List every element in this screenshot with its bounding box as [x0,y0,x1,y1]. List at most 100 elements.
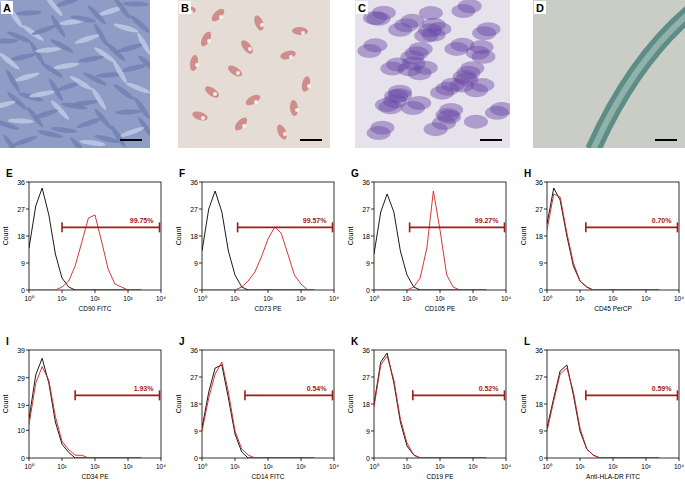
histogram-curve [202,365,314,458]
stain [375,98,399,112]
cell [112,0,132,20]
x-tick-label: 10⁴ [674,463,684,470]
panel-label: A [3,2,11,14]
y-tick [371,431,374,432]
cell [14,71,40,83]
panel-label: G [351,168,359,179]
y-axis-label: Count [347,395,354,414]
cell [300,75,311,92]
stain [422,18,446,32]
y-tick-label: 19 [17,402,25,409]
x-tick [334,458,335,461]
x-tick-label: 10⁰ [24,295,34,302]
cell [37,129,63,140]
y-tick [199,263,202,264]
y-axis-label: Count [175,227,182,246]
image-bg [0,0,150,148]
panel-label: E [6,168,13,179]
y-tick-label: 0 [539,455,543,462]
x-tick-label: 10¹ [575,463,585,470]
gate-cap [585,390,587,400]
x-tick-label: 10⁴ [156,463,166,470]
x-tick [646,458,647,461]
scale-bar [120,139,142,141]
histogram: I01019293910⁰10¹10²10³10⁴CD34 PECount1.9… [2,336,166,480]
x-tick [301,290,302,293]
gate-line [238,227,333,229]
x-tick [202,290,203,293]
panel-label: K [351,336,359,347]
y-tick [26,263,29,264]
histogram-curve [29,367,141,458]
y-tick-label: 27 [362,206,370,213]
stain [460,61,484,75]
cell [53,61,79,70]
y-tick [26,350,29,351]
image-content [0,0,150,148]
y-tick-label: 9 [21,260,25,267]
y-axis-label: Count [175,395,182,414]
droplet [219,15,223,19]
stain [464,115,488,129]
gate-cap [504,222,506,232]
histogram-curve [547,368,659,458]
x-tick-label: 10⁰ [24,463,34,470]
histogram: E0918273610⁰10¹10²10³10⁴CD90 FITCCount99… [2,168,166,312]
droplet [283,132,287,136]
x-axis-label: CD14 FITC [252,473,285,480]
histogram-curve [374,194,486,290]
gate-cap [74,390,76,400]
image-panel: C [355,0,514,148]
y-tick [544,377,547,378]
y-tick [26,182,29,183]
x-tick [161,458,162,461]
y-tick-label: 36 [17,179,25,186]
panel-label: J [179,336,185,347]
histogram: K0918273610⁰10¹10²10³10⁴CD19 PECount0.52… [347,336,511,480]
x-tick [440,458,441,461]
histogram: J0918273610⁰10¹10²10³10⁴CD14 FITCCount0.… [175,336,339,480]
gate-cap [159,390,161,400]
x-tick-label: 10² [435,463,445,470]
y-tick-label: 18 [362,233,370,240]
y-tick [371,236,374,237]
image-content [533,0,685,148]
x-tick-label: 10⁴ [501,463,511,470]
x-tick-label: 10⁰ [542,463,552,470]
x-tick [268,458,269,461]
y-tick-label: 27 [362,374,370,381]
x-tick [374,458,375,461]
image-panel: B [178,0,330,148]
stain [490,102,510,116]
y-tick [26,209,29,210]
cell [279,49,297,61]
y-tick [544,431,547,432]
x-tick-label: 10¹ [575,295,585,302]
x-tick [613,458,614,461]
x-tick-label: 10³ [468,295,478,302]
histogram-curve [547,188,659,290]
cell [111,60,128,85]
droplet [301,31,305,35]
gate-percent: 99.27% [475,217,500,224]
y-tick-label: 9 [366,428,370,435]
cell [31,23,57,36]
droplet [236,71,240,75]
y-tick [26,377,29,378]
y-tick [26,458,29,459]
plot-data [202,191,332,290]
x-axis-label: Anti-HLA-DR FITC [586,473,640,480]
cell [191,110,209,123]
y-tick-label: 0 [194,455,198,462]
y-tick-label: 36 [362,347,370,354]
y-tick [371,350,374,351]
scale-bar [480,139,502,141]
plot-frame [547,182,679,290]
x-tick [161,290,162,293]
y-axis-label: Count [520,395,527,414]
droplet [289,55,293,59]
plot-data [374,353,504,458]
y-axis-label: Count [347,227,354,246]
image-content [178,0,330,148]
x-tick-label: 10⁰ [197,463,207,470]
